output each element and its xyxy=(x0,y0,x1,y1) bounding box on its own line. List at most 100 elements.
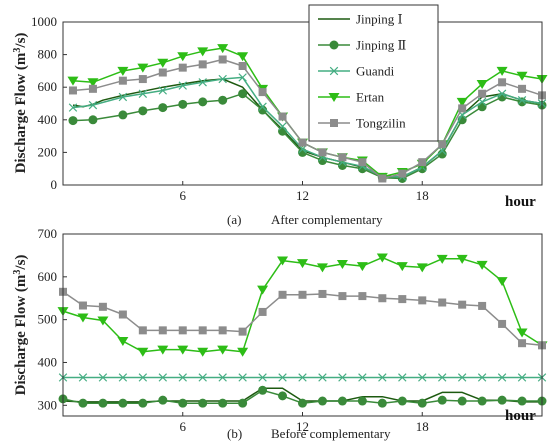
b-point-ertan xyxy=(237,347,249,357)
a-ytick-label: 600 xyxy=(38,79,58,94)
legend-label: Guandi xyxy=(356,64,395,79)
a-point-tongzilin xyxy=(358,158,367,167)
b-point-jinping xyxy=(417,398,427,408)
b-point-ertan xyxy=(157,345,169,355)
b-ytick-label: 300 xyxy=(38,397,58,412)
b-point-tongzilin xyxy=(338,292,347,301)
a-point-guandi xyxy=(118,92,128,102)
panel-b-caption-letter: (b) xyxy=(227,426,242,441)
a-point-guandi xyxy=(198,78,207,87)
legend-marker xyxy=(329,40,339,50)
b-point-jinping xyxy=(278,391,288,401)
a-point-guandi xyxy=(138,89,148,98)
panel-b-xlabel: hour xyxy=(505,408,536,424)
panel-a-frame xyxy=(62,21,543,186)
a-point-jinping xyxy=(158,103,168,113)
a-series-tongzilin xyxy=(68,55,546,183)
a-point-tongzilin xyxy=(278,112,287,121)
a-point-ertan xyxy=(197,47,209,57)
a-point-tongzilin xyxy=(138,75,147,84)
a-point-ertan xyxy=(157,58,169,68)
a-ytick-label: 0 xyxy=(51,177,58,192)
b-point-tongzilin xyxy=(518,339,527,348)
b-point-tongzilin xyxy=(498,319,507,328)
b-point-jinping xyxy=(258,385,268,395)
b-point-guandi xyxy=(278,373,287,382)
b-point-tongzilin xyxy=(458,300,467,309)
b-point-tongzilin xyxy=(398,295,407,304)
legend-item-jinping: Jinping Ⅱ xyxy=(318,38,407,53)
b-point-jinping xyxy=(317,396,327,406)
b-point-jinping xyxy=(298,398,307,408)
b-point-jinping xyxy=(437,395,447,405)
b-point-jinping xyxy=(198,398,208,408)
a-point-ertan xyxy=(476,79,488,89)
b-point-ertan xyxy=(277,256,289,266)
a-ytick-label: 400 xyxy=(38,112,58,127)
b-point-ertan xyxy=(117,337,129,347)
b-point-tongzilin xyxy=(158,326,167,335)
b-point-guandi xyxy=(398,373,407,382)
b-point-guandi xyxy=(437,373,447,382)
b-point-guandi xyxy=(338,373,347,382)
legend-marker xyxy=(330,119,338,127)
b-point-guandi xyxy=(78,373,88,382)
a-point-tongzilin xyxy=(338,153,347,162)
b-point-guandi xyxy=(497,373,507,382)
a-point-tongzilin xyxy=(68,86,77,95)
b-point-jinping xyxy=(397,396,407,406)
b-point-tongzilin xyxy=(178,326,187,335)
a-point-tongzilin xyxy=(178,63,187,72)
b-point-ertan xyxy=(436,254,448,264)
a-point-guandi xyxy=(497,89,507,98)
a-point-tongzilin xyxy=(498,78,507,87)
b-point-guandi xyxy=(98,373,108,382)
a-ytick-label: 800 xyxy=(38,47,58,62)
b-point-tongzilin xyxy=(98,302,107,311)
b-point-guandi xyxy=(258,373,267,382)
b-point-ertan xyxy=(516,328,528,338)
a-point-guandi xyxy=(88,100,98,110)
b-point-jinping xyxy=(218,398,228,408)
b-point-guandi xyxy=(178,373,187,382)
b-point-tongzilin xyxy=(198,326,207,335)
a-point-tongzilin xyxy=(458,104,467,113)
b-point-jinping xyxy=(497,395,507,405)
b-point-ertan xyxy=(496,277,508,287)
a-point-tongzilin xyxy=(438,140,447,149)
b-point-guandi xyxy=(457,373,467,382)
a-point-tongzilin xyxy=(158,68,167,77)
b-ytick-label: 600 xyxy=(38,269,58,284)
a-point-guandi xyxy=(238,73,247,82)
legend-item-jinping: Jinping Ⅰ xyxy=(318,12,403,27)
legend-label: Jinping Ⅰ xyxy=(356,12,403,27)
legend-label: Tongzilin xyxy=(356,116,406,131)
b-point-jinping xyxy=(337,396,347,406)
b-point-ertan xyxy=(376,253,388,263)
b-point-ertan xyxy=(197,347,209,357)
a-point-tongzilin xyxy=(238,62,247,71)
panel-b-ylabel: Discharge Flow (m3/s) xyxy=(12,255,30,396)
a-point-jinping xyxy=(88,115,98,125)
b-point-jinping xyxy=(477,396,487,406)
b-point-jinping xyxy=(158,395,168,405)
b-point-ertan xyxy=(476,260,488,270)
a-point-tongzilin xyxy=(398,169,407,178)
b-point-ertan xyxy=(336,259,348,269)
b-point-ertan xyxy=(217,345,229,355)
b-point-guandi xyxy=(517,373,527,382)
a-point-jinping xyxy=(138,106,148,116)
b-point-guandi xyxy=(198,373,207,382)
b-point-guandi xyxy=(418,373,427,382)
a-point-guandi xyxy=(517,96,527,105)
b-point-guandi xyxy=(477,373,487,382)
b-point-jinping xyxy=(138,398,148,408)
panel-b-caption-text: Before complementary xyxy=(271,426,391,441)
a-point-guandi xyxy=(477,97,487,107)
a-point-tongzilin xyxy=(258,88,267,97)
a-point-tongzilin xyxy=(318,148,327,157)
b-point-tongzilin xyxy=(298,290,307,299)
b-ytick-label: 400 xyxy=(38,354,58,369)
b-point-guandi xyxy=(298,373,307,382)
b-point-jinping xyxy=(357,396,367,406)
